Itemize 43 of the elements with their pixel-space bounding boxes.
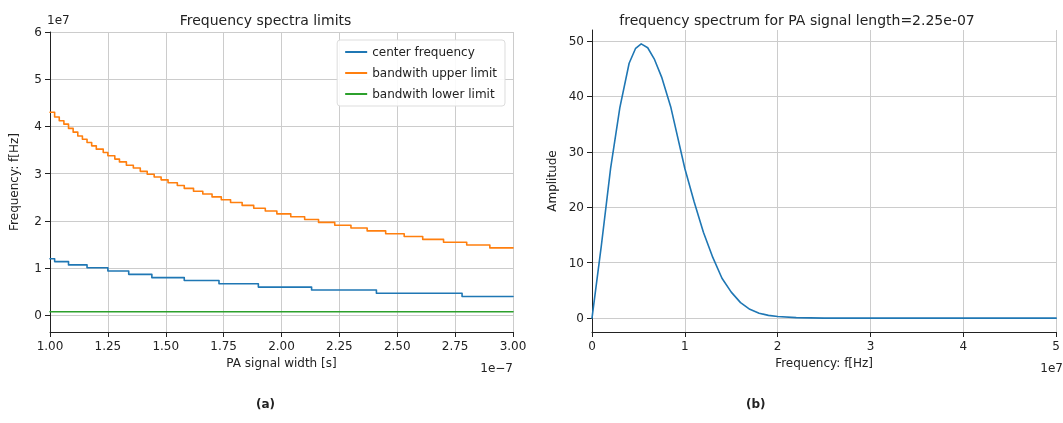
text: 1e−7 [480,361,514,375]
x-tick-label: 3.00 [499,339,527,353]
y-tick-label: 30 [568,144,584,159]
chart-title: frequency spectrum for PA signal length=2.25e-07 [619,12,975,28]
y-tick-label: 10 [568,255,584,270]
x-tick-label: 1.50 [152,339,180,353]
x-tick-label: 1 [681,339,689,353]
x-tick-label: 1.25 [94,339,122,353]
y-tick-label: 5 [34,72,42,87]
x-tick-label: 2.00 [268,339,295,353]
x-tick-label: 4 [959,339,968,353]
text: 1e7 [1040,361,1063,375]
x-axis-title: Frequency: f[Hz] [775,356,874,370]
chart-title: Frequency spectra limits [179,12,352,28]
text: (a) [256,397,276,411]
x-axis-title: PA signal width [s] [226,356,337,370]
x-tick-label: 2.75 [441,339,469,353]
x-tick-label: 2 [773,339,782,353]
y-axis-title: Frequency: f[Hz] [7,133,21,231]
y-tick-label: 50 [568,34,584,49]
y-tick-label: 6 [34,25,42,39]
y-tick-label: 1 [34,261,42,276]
text: (b) [746,397,766,411]
line-series [591,43,1057,319]
x-tick-label: 5 [1052,339,1060,353]
y-tick-label: 0 [34,308,42,323]
x-tick-label: 1.75 [210,339,237,353]
y-tick-label: 4 [34,119,42,134]
x-tick-label: 1.00 [36,339,64,353]
y-tick-label: 0 [576,311,584,326]
y-axis-title: Amplitude [544,150,559,212]
y-tick-label: 20 [568,200,584,215]
x-tick-label: 3 [866,339,875,353]
x-tick-label: 2.50 [383,339,411,353]
text: 1e7 [47,13,70,27]
legend-label: bandwith lower limit [372,87,495,101]
x-tick-label: 0 [588,339,596,353]
legend-label: bandwith upper limit [372,66,498,80]
y-tick-label: 3 [34,166,42,181]
y-tick-label: 40 [568,89,584,104]
x-tick-label: 2.25 [326,339,353,353]
y-tick-label: 2 [34,213,42,228]
legend-label: center frequency [372,45,475,59]
